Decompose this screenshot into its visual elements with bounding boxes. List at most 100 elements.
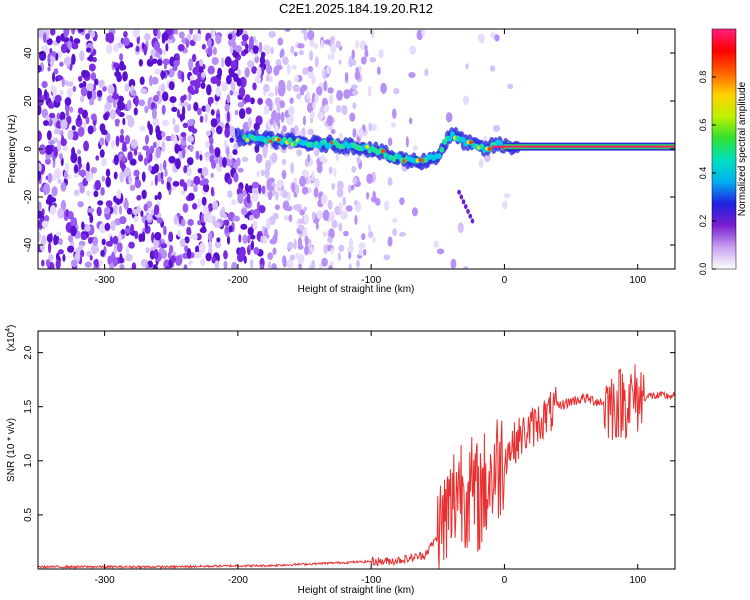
spectrogram-cell xyxy=(57,249,64,255)
spectrogram-cell xyxy=(234,109,239,116)
spectrogram-cell xyxy=(265,46,271,55)
spectrogram-cell xyxy=(38,162,42,173)
spectrogram-cell xyxy=(371,29,375,39)
spectrogram-cell xyxy=(150,101,155,109)
spectrogram-cell xyxy=(251,192,259,202)
spectrogram-cell xyxy=(161,91,169,102)
spectrogram-cell xyxy=(236,77,242,87)
spur-blob xyxy=(461,199,466,205)
spectrogram-cell xyxy=(292,204,301,211)
snr-y-axis-label: SNR (10 * v/v) xyxy=(6,418,17,482)
spectrogram-cell xyxy=(129,184,136,192)
spectrogram-cell xyxy=(207,65,215,75)
spectrogram-cell xyxy=(282,200,290,211)
spectrogram-cell xyxy=(101,175,106,182)
spectrogram-cell xyxy=(98,259,103,267)
spectrogram-cell xyxy=(161,131,166,138)
spectrogram-cell xyxy=(200,71,206,78)
spectrogram-cell xyxy=(85,33,91,40)
spectrogram-cell xyxy=(184,236,190,244)
spectrogram-cell xyxy=(132,29,141,39)
spectrogram-cell xyxy=(53,127,61,135)
spectrogram-cell xyxy=(249,234,256,240)
spectrogram-cell xyxy=(355,259,360,268)
spectrogram-cell xyxy=(316,210,324,220)
spectrogram-cell xyxy=(210,172,214,179)
spectrogram-cell xyxy=(210,118,218,128)
spectrogram-cell xyxy=(267,252,274,260)
spectrogram-cell xyxy=(393,87,400,95)
spectrogram-cell xyxy=(282,125,287,133)
spectrogram-cell xyxy=(194,251,202,259)
spectrogram-cell xyxy=(46,29,50,40)
spectrogram-cell xyxy=(232,90,240,96)
signal-peak xyxy=(365,144,370,149)
spectrogram-cell xyxy=(101,157,107,167)
spectrogram-cell xyxy=(281,190,288,199)
spectrogram-cell xyxy=(254,75,262,84)
spectrogram-cell xyxy=(275,64,283,71)
spectrogram-cell xyxy=(323,80,328,92)
spectrogram-cell xyxy=(232,148,238,156)
spectrogram-cell xyxy=(214,157,219,164)
spectrogram-cell xyxy=(60,119,68,130)
spectrogram-cell xyxy=(275,191,279,201)
spectrogram-cell xyxy=(41,220,49,228)
spectrogram-cell xyxy=(351,166,357,173)
snr-y-scale-label: (x104) xyxy=(5,325,17,352)
spectrogram-cell xyxy=(77,107,84,115)
spectrogram-cell xyxy=(117,232,122,243)
spectrogram-cell xyxy=(53,146,59,158)
spectrogram-cell xyxy=(64,97,72,106)
spectrogram-cell xyxy=(87,207,95,214)
spectrogram-cell xyxy=(181,71,185,83)
spectrogram-cell xyxy=(161,104,166,115)
spectrogram-cell xyxy=(41,259,45,267)
spectrogram-cell xyxy=(125,227,130,235)
spectrogram-cell xyxy=(249,36,254,48)
spectrogram-cell xyxy=(122,141,127,152)
spectrogram-cell xyxy=(367,224,372,233)
spectrogram-cell xyxy=(153,40,161,51)
spectrogram-cell xyxy=(330,247,334,255)
spectrogram-cell xyxy=(145,247,150,254)
spectrogram-cell xyxy=(160,243,168,249)
spectrogram-cell xyxy=(303,206,308,212)
spectrogram-cell xyxy=(257,97,263,105)
spectrogram-cell xyxy=(293,85,301,93)
spectrogram-cell xyxy=(168,232,173,241)
spectrogram-cell xyxy=(38,64,42,73)
spectrogram-cell xyxy=(211,29,216,39)
spectrogram-cell xyxy=(60,182,67,192)
spectrogram-cell xyxy=(297,43,305,49)
spectrogram-cell xyxy=(210,76,218,85)
colorbar-tick-label: 0.0 xyxy=(698,263,708,276)
spectrogram-cell xyxy=(134,230,139,240)
spectrogram-cell xyxy=(161,249,168,260)
spectrogram-cell xyxy=(290,45,295,54)
spectrogram-cell xyxy=(436,248,445,255)
spectrogram-cell xyxy=(242,234,248,244)
spectrogram-cell xyxy=(229,137,234,143)
spectrogram-cell xyxy=(131,90,137,97)
spectrogram-cell xyxy=(211,56,219,66)
spectrogram-cell xyxy=(263,227,268,239)
spectrogram-cell xyxy=(104,102,112,111)
spectrogram-cell xyxy=(206,84,212,96)
spectrogram-cell xyxy=(224,56,232,67)
spectrogram-cell xyxy=(259,263,264,269)
spectrogram-cell xyxy=(94,258,99,268)
spectrogram-cell xyxy=(360,56,367,65)
spectrogram-cell xyxy=(134,95,139,107)
spectrogram-cell xyxy=(348,251,352,260)
spectrogram-cell xyxy=(314,94,319,104)
spectrogram-cell xyxy=(274,116,280,124)
spectrogram-cell xyxy=(161,32,169,41)
spectrogram-cell xyxy=(241,34,249,42)
spectrogram-cell xyxy=(300,87,305,96)
spectrogram-cell xyxy=(208,240,213,249)
spectrogram-cell xyxy=(199,115,204,123)
spectrogram-cell xyxy=(152,264,158,269)
spectrogram-cell xyxy=(153,248,159,260)
spectrogram-cell xyxy=(326,115,334,127)
